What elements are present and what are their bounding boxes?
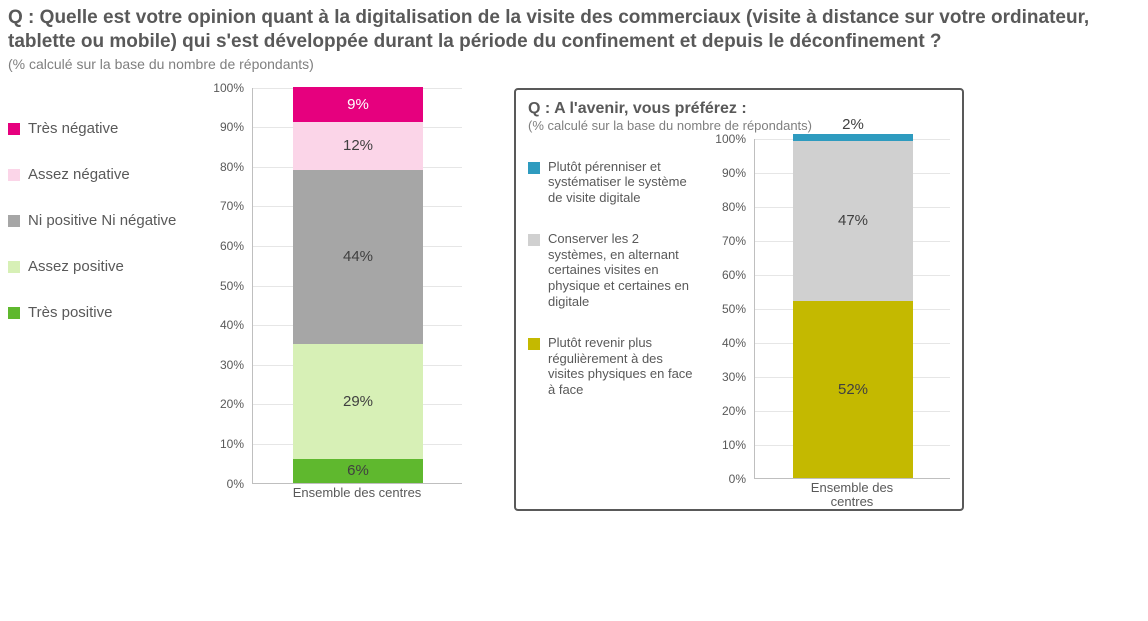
legend-label: Très positive (28, 304, 112, 322)
plot-area: 52%47%2% (754, 139, 950, 479)
y-tick: 0% (704, 472, 746, 486)
plot-area: 6%29%44%12%9% (252, 88, 462, 484)
y-tick: 0% (202, 477, 244, 491)
chart2-legend: Plutôt pérenniser et systématiser le sys… (528, 139, 698, 501)
main-question-title: Q : Quelle est votre opinion quant à la … (8, 6, 1140, 54)
segment-label: 2% (842, 116, 864, 133)
legend-item: Très positive (8, 304, 178, 322)
legend-label: Très négative (28, 120, 118, 138)
legend-swatch (8, 307, 20, 319)
charts-row: Très négative Assez négative Ni positive N… (0, 74, 1148, 518)
legend-label: Ni positive Ni négative (28, 212, 176, 230)
legend-swatch (528, 338, 540, 350)
legend-swatch (528, 162, 540, 174)
legend-label: Plutôt revenir plus régulièrement à des … (548, 335, 698, 397)
y-axis: 0%10%20%30%40%50%60%70%80%90%100% (206, 88, 248, 484)
legend-item: Plutôt revenir plus régulièrement à des … (528, 335, 698, 397)
legend-label: Assez négative (28, 166, 130, 184)
bar-segment: 6% (293, 459, 423, 483)
y-tick: 40% (202, 318, 244, 332)
y-tick: 90% (704, 166, 746, 180)
y-tick: 60% (202, 239, 244, 253)
panel-content: Plutôt pérenniser et systématiser le sys… (528, 139, 950, 501)
legend-item: Plutôt pérenniser et systématiser le sys… (528, 159, 698, 206)
y-axis: 0%10%20%30%40%50%60%70%80%90%100% (708, 139, 750, 479)
bar-column: 52%47%2% (793, 134, 913, 477)
legend-swatch (8, 123, 20, 135)
legend-item: Ni positive Ni négative (8, 212, 178, 230)
chart2-area: 0%10%20%30%40%50%60%70%80%90%100%52%47%2… (708, 139, 950, 501)
bar-column: 6%29%44%12%9% (293, 87, 423, 483)
legend-swatch (8, 215, 20, 227)
legend-item: Très négative (8, 120, 178, 138)
y-tick: 80% (704, 200, 746, 214)
panel-question-title: Q : A l'avenir, vous préférez : (528, 100, 950, 118)
y-tick: 80% (202, 160, 244, 174)
y-tick: 100% (704, 132, 746, 146)
bar-segment: 52% (793, 301, 913, 478)
legend-item: Conserver les 2 systèmes, en alternant c… (528, 231, 698, 309)
y-tick: 10% (202, 437, 244, 451)
x-axis-label: Ensemble des centres (292, 486, 422, 518)
chart1-legend: Très négative Assez négative Ni positive N… (8, 88, 178, 322)
panel-subtitle: (% calculé sur la base du nombre de répo… (528, 118, 950, 133)
y-tick: 60% (704, 268, 746, 282)
y-tick: 90% (202, 120, 244, 134)
y-tick: 10% (704, 438, 746, 452)
legend-swatch (528, 234, 540, 246)
y-tick: 20% (704, 404, 746, 418)
y-tick: 40% (704, 336, 746, 350)
bar-segment: 44% (293, 170, 423, 344)
y-tick: 20% (202, 397, 244, 411)
right-panel: Q : A l'avenir, vous préférez : (% calcu… (514, 88, 964, 511)
y-tick: 70% (704, 234, 746, 248)
chart1-area: 0%10%20%30%40%50%60%70%80%90%100% 6%29%44… (206, 88, 462, 518)
x-axis-label: Ensemble des centres (792, 481, 912, 501)
legend-item: Assez positive (8, 258, 178, 276)
y-tick: 70% (202, 199, 244, 213)
bar-segment: 9% (293, 87, 423, 123)
bar-segment: 29% (293, 344, 423, 459)
y-tick: 50% (202, 279, 244, 293)
y-tick: 30% (704, 370, 746, 384)
main-subtitle: (% calculé sur la base du nombre de répo… (8, 56, 1140, 72)
y-tick: 50% (704, 302, 746, 316)
legend-label: Plutôt pérenniser et systématiser le sys… (548, 159, 698, 206)
bar-segment: 47% (793, 141, 913, 301)
legend-swatch (8, 169, 20, 181)
legend-item: Assez négative (8, 166, 178, 184)
title-block: Q : Quelle est votre opinion quant à la … (0, 0, 1148, 74)
y-tick: 100% (202, 81, 244, 95)
legend-label: Conserver les 2 systèmes, en alternant c… (548, 231, 698, 309)
bar-segment: 12% (293, 122, 423, 170)
y-tick: 30% (202, 358, 244, 372)
bar-segment: 2% (793, 134, 913, 141)
legend-swatch (8, 261, 20, 273)
legend-label: Assez positive (28, 258, 124, 276)
